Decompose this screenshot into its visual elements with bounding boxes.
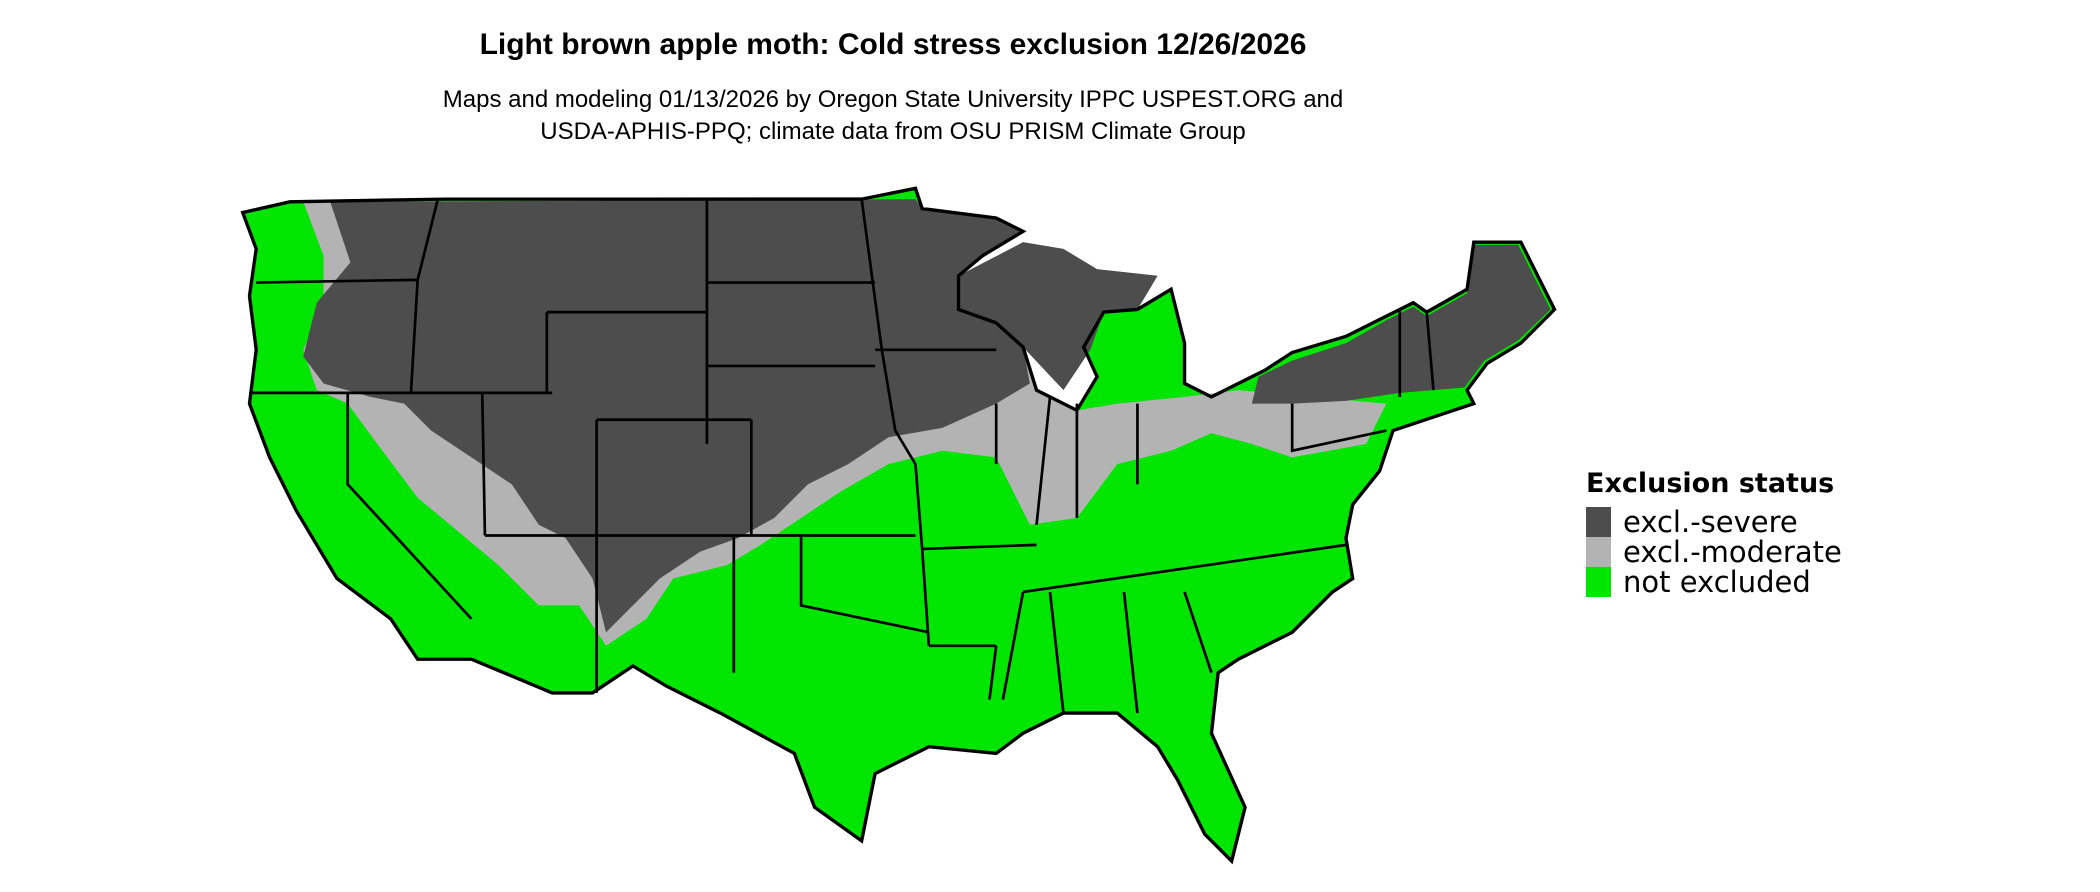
severe-exclusion-michigan — [958, 242, 1158, 391]
legend-swatch-not-excluded — [1586, 567, 1611, 597]
state-border — [249, 198, 1435, 714]
legend-item-severe: excl.-severe — [1586, 507, 1842, 537]
subtitle-line-1: Maps and modeling 01/13/2026 by Oregon S… — [442, 86, 1344, 113]
state-borders — [249, 198, 1435, 714]
legend: Exclusion status excl.-severe excl.-mode… — [1586, 468, 1842, 597]
map-subtitle: Maps and modeling 01/13/2026 by Oregon S… — [0, 84, 1786, 148]
legend-label: excl.-moderate — [1623, 535, 1842, 569]
legend-item-moderate: excl.-moderate — [1586, 537, 1842, 567]
map-title: Light brown apple moth: Cold stress excl… — [479, 28, 1307, 61]
legend-swatch-moderate — [1586, 537, 1611, 567]
legend-swatch-severe — [1586, 507, 1611, 537]
legend-label: excl.-severe — [1623, 505, 1798, 539]
subtitle-line-2: USDA-APHIS-PPQ; climate data from OSU PR… — [540, 118, 1246, 145]
severe-exclusion-area — [303, 199, 1030, 633]
us-outline — [240, 186, 1557, 865]
legend-label: not excluded — [1623, 565, 1811, 599]
legend-title: Exclusion status — [1586, 468, 1835, 499]
legend-item-not-excluded: not excluded — [1586, 567, 1842, 597]
